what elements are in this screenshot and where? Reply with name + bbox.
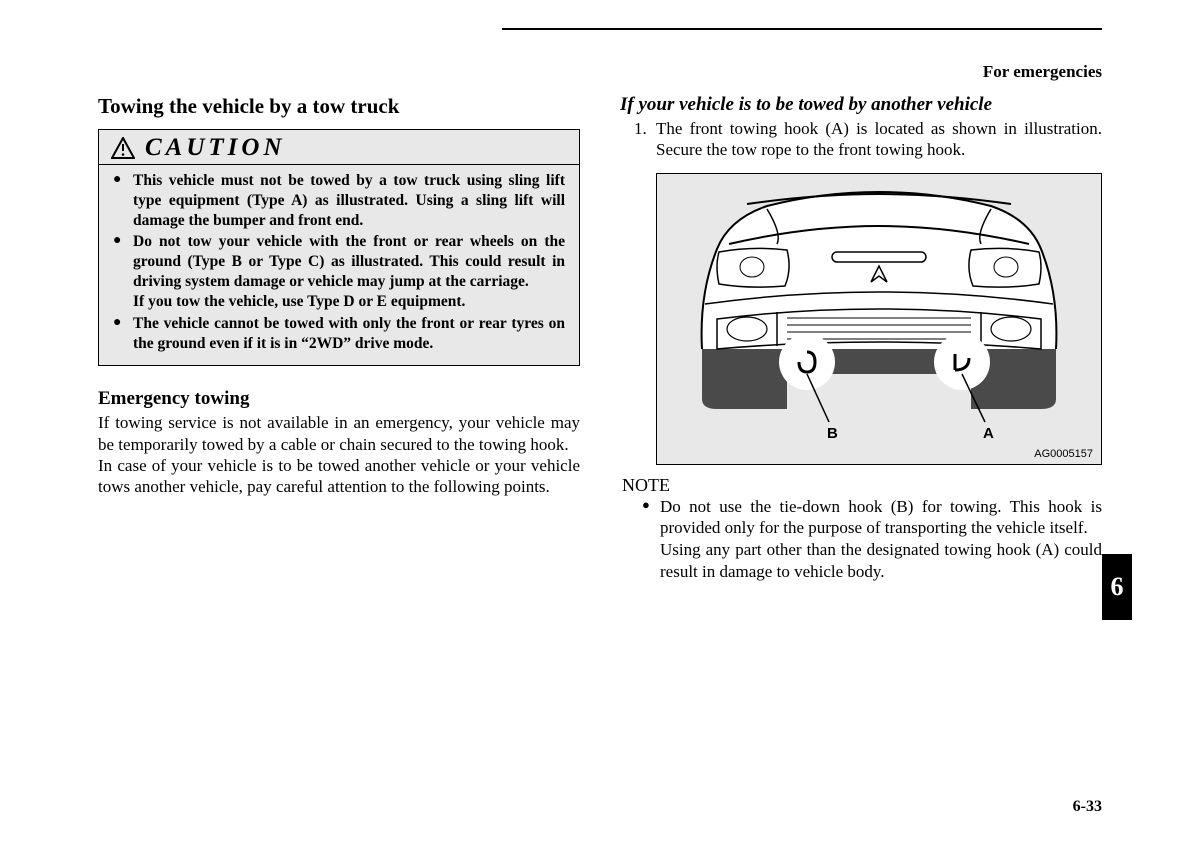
- note-label: NOTE: [622, 475, 1102, 496]
- step-text: The front towing hook (A) is located as …: [656, 119, 1102, 159]
- caution-header: CAUTION: [99, 130, 579, 165]
- figure-id: AG0005157: [1034, 448, 1093, 460]
- caution-item: The vehicle cannot be towed with only th…: [113, 314, 565, 354]
- chapter-tab: 6: [1102, 554, 1132, 620]
- warning-triangle-icon: [111, 137, 135, 159]
- note-list: Do not use the tie-down hook (B) for tow…: [620, 496, 1102, 583]
- page-number: 6-33: [1073, 798, 1102, 816]
- right-column: If your vehicle is to be towed by anothe…: [620, 94, 1102, 583]
- step-number: 1.: [634, 118, 647, 139]
- towing-hook-illustration: B A AG0005157: [656, 173, 1102, 465]
- caution-box: CAUTION This vehicle must not be towed b…: [98, 129, 580, 366]
- caution-item: This vehicle must not be towed by a tow …: [113, 171, 565, 230]
- note-item: Do not use the tie-down hook (B) for tow…: [642, 496, 1102, 583]
- left-column: Towing the vehicle by a tow truck CAUTIO…: [98, 94, 580, 583]
- label-b: B: [827, 425, 838, 442]
- caution-label: CAUTION: [145, 134, 286, 162]
- towing-title: Towing the vehicle by a tow truck: [98, 94, 580, 119]
- label-a: A: [983, 425, 994, 442]
- caution-list: This vehicle must not be towed by a tow …: [113, 171, 565, 353]
- step-1: 1. The front towing hook (A) is located …: [620, 118, 1102, 161]
- two-column-layout: Towing the vehicle by a tow truck CAUTIO…: [98, 94, 1102, 583]
- caution-item: Do not tow your vehicle with the front o…: [113, 232, 565, 311]
- emergency-towing-title: Emergency towing: [98, 388, 580, 410]
- section-header: For emergencies: [983, 62, 1102, 82]
- vehicle-front-svg: B A: [657, 174, 1101, 464]
- page: For emergencies Towing the vehicle by a …: [0, 0, 1200, 856]
- emergency-towing-text: If towing service is not available in an…: [98, 412, 580, 497]
- towed-by-another-title: If your vehicle is to be towed by anothe…: [620, 94, 1102, 116]
- top-border-rule: [502, 28, 1102, 30]
- caution-body: This vehicle must not be towed by a tow …: [99, 165, 579, 365]
